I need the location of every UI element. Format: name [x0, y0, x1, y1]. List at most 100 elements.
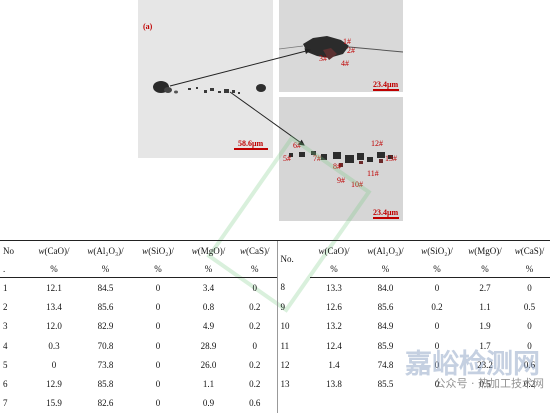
cell-value-right: [509, 394, 550, 413]
unit-cas-right: %: [509, 260, 550, 278]
header-cao-right: w(CaO)/: [310, 241, 358, 261]
header-al2o3: w(Al₂O₃)/: [79, 241, 132, 261]
unit-cao-right: %: [310, 260, 358, 278]
cell-value: 0.2: [233, 297, 277, 316]
header-mgo-right: w(MgO)/: [461, 241, 509, 261]
cell-value-right: 1.9: [461, 317, 509, 336]
header-no-right: No.: [277, 241, 310, 278]
cell-value-right: 0.5: [509, 297, 550, 316]
cell-value: 0: [132, 374, 184, 393]
cell-value: 82.9: [79, 317, 132, 336]
cell-value: 0.6: [233, 394, 277, 413]
cell-value-right: [461, 394, 509, 413]
header-no: No: [0, 241, 29, 261]
unit-al2o3-right: %: [358, 260, 413, 278]
inclusion-tag-4: 4#: [341, 60, 349, 68]
cell-value-right: [310, 394, 358, 413]
cell-value: 12.0: [29, 317, 79, 336]
micrograph-zoom-top: 1# 2# 3# 4# 23.4μm: [279, 0, 403, 92]
table-header-row-2: . % % % % % % % % % %: [0, 260, 550, 278]
cell-value: 0.3: [29, 336, 79, 355]
cell-value: 85.8: [79, 374, 132, 393]
cell-value: 1.1: [184, 374, 233, 393]
cell-value: 0: [132, 297, 184, 316]
cell-value: 3.4: [184, 278, 233, 298]
header-cao: w(CaO)/: [29, 241, 79, 261]
row-number: 5: [0, 355, 29, 374]
cell-value: 0.2: [233, 317, 277, 336]
inclusion-tag-13: 13#: [385, 155, 397, 163]
cell-value-right: 84.9: [358, 317, 413, 336]
cell-value-right: 12.4: [310, 336, 358, 355]
cell-value: 0: [132, 317, 184, 336]
row-number-right: 12: [277, 355, 310, 374]
cell-value-right: 13.2: [310, 317, 358, 336]
inclusion-zoom-top: [279, 0, 403, 92]
cell-value-right: 0: [413, 317, 461, 336]
cell-value-right: 2.7: [461, 278, 509, 298]
header-sio2: w(SiO₂)/: [132, 241, 184, 261]
row-number: 3: [0, 317, 29, 336]
cell-value: 28.9: [184, 336, 233, 355]
cell-value: 15.9: [29, 394, 79, 413]
inclusion-tag-11: 11#: [367, 170, 379, 178]
header-no-cont: .: [0, 260, 29, 278]
cell-value: 0: [29, 355, 79, 374]
cell-value: 12.9: [29, 374, 79, 393]
inclusion-tag-3: 3#: [319, 55, 327, 63]
cell-value: 13.4: [29, 297, 79, 316]
cell-value: 0.8: [184, 297, 233, 316]
scale-label-top: 23.4μm: [373, 80, 398, 89]
row-number-right: 8: [277, 278, 310, 298]
row-number: 2: [0, 297, 29, 316]
unit-sio2-right: %: [413, 260, 461, 278]
header-al2o3-right: w(Al₂O₃)/: [358, 241, 413, 261]
unit-al2o3: %: [79, 260, 132, 278]
cell-value: 84.5: [79, 278, 132, 298]
panel-label: (a): [143, 22, 152, 31]
row-number-right: [277, 394, 310, 413]
cell-value-right: 0.2: [413, 297, 461, 316]
scale-bar-main: [234, 148, 268, 150]
header-sio2-right: w(SiO₂)/: [413, 241, 461, 261]
inclusion-cluster-overview: [138, 0, 273, 158]
cell-value: 0.9: [184, 394, 233, 413]
cell-value-right: 85.6: [358, 297, 413, 316]
header-cas: w(CaS)/: [233, 241, 277, 261]
scale-label-main: 58.6μm: [238, 139, 263, 148]
cell-value: 0: [132, 355, 184, 374]
row-number-right: 13: [277, 374, 310, 393]
unit-mgo: %: [184, 260, 233, 278]
row-number-right: 9: [277, 297, 310, 316]
cell-value-right: [413, 394, 461, 413]
cell-value-right: 13.8: [310, 374, 358, 393]
cell-value: 0: [132, 336, 184, 355]
cell-value-right: 12.6: [310, 297, 358, 316]
cell-value-right: 84.0: [358, 278, 413, 298]
watermark-account: 公众号 · 热加工技术网: [435, 375, 545, 391]
scale-label-bottom: 23.4μm: [373, 208, 398, 217]
row-number-right: 10: [277, 317, 310, 336]
cell-value-right: 0: [509, 317, 550, 336]
unit-mgo-right: %: [461, 260, 509, 278]
header-mgo: w(MgO)/: [184, 241, 233, 261]
cell-value-right: 0: [413, 278, 461, 298]
row-number: 4: [0, 336, 29, 355]
cell-value: 0: [132, 394, 184, 413]
cell-value: 0: [132, 278, 184, 298]
cell-value: 0: [233, 278, 277, 298]
row-number: 6: [0, 374, 29, 393]
unit-cao: %: [29, 260, 79, 278]
row-number-right: 11: [277, 336, 310, 355]
cell-value: 73.8: [79, 355, 132, 374]
cell-value: 70.8: [79, 336, 132, 355]
cell-value: 0: [233, 336, 277, 355]
cell-value-right: 13.3: [310, 278, 358, 298]
scale-bar-top: [373, 89, 399, 91]
cell-value: 85.6: [79, 297, 132, 316]
unit-sio2: %: [132, 260, 184, 278]
